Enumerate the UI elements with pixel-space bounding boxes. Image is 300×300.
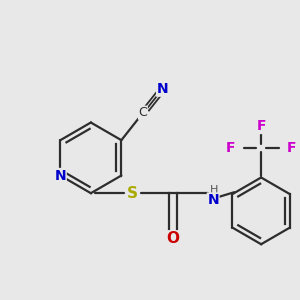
Text: C: C	[139, 106, 147, 119]
Text: N: N	[55, 169, 66, 182]
Text: O: O	[167, 231, 179, 246]
Text: F: F	[287, 141, 296, 155]
Text: N: N	[157, 82, 168, 96]
Text: F: F	[226, 141, 236, 155]
Text: S: S	[126, 186, 137, 201]
Text: H: H	[210, 185, 218, 195]
Text: N: N	[207, 193, 219, 207]
Text: F: F	[256, 119, 266, 134]
